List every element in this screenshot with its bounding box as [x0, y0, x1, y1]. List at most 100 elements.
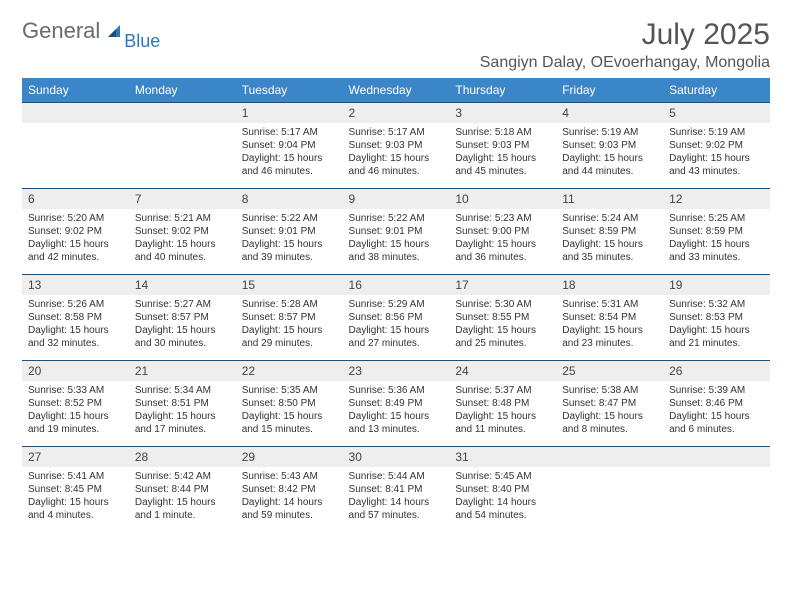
- calendar-day-cell: 25Sunrise: 5:38 AMSunset: 8:47 PMDayligh…: [556, 360, 663, 446]
- day-info-line: Sunset: 9:00 PM: [455, 225, 550, 238]
- day-number: 15: [236, 274, 343, 295]
- day-info-line: Sunrise: 5:34 AM: [135, 384, 230, 397]
- day-number: 23: [343, 360, 450, 381]
- calendar-day-cell: 19Sunrise: 5:32 AMSunset: 8:53 PMDayligh…: [663, 274, 770, 360]
- day-of-week-header: Wednesday: [343, 78, 450, 102]
- calendar-day-cell: 5Sunrise: 5:19 AMSunset: 9:02 PMDaylight…: [663, 102, 770, 188]
- day-info-line: Daylight: 15 hours and 19 minutes.: [28, 410, 123, 436]
- day-info-line: Sunrise: 5:32 AM: [669, 298, 764, 311]
- day-info-line: Sunset: 8:47 PM: [562, 397, 657, 410]
- day-number: .: [556, 446, 663, 467]
- day-of-week-header: Tuesday: [236, 78, 343, 102]
- calendar-day-cell: 2Sunrise: 5:17 AMSunset: 9:03 PMDaylight…: [343, 102, 450, 188]
- day-info-line: Sunset: 8:51 PM: [135, 397, 230, 410]
- day-info-line: Sunrise: 5:21 AM: [135, 212, 230, 225]
- day-number: 3: [449, 102, 556, 123]
- day-body: Sunrise: 5:37 AMSunset: 8:48 PMDaylight:…: [449, 381, 556, 442]
- day-info-line: Sunrise: 5:44 AM: [349, 470, 444, 483]
- calendar-day-cell: 26Sunrise: 5:39 AMSunset: 8:46 PMDayligh…: [663, 360, 770, 446]
- day-info-line: Daylight: 15 hours and 40 minutes.: [135, 238, 230, 264]
- calendar-day-cell: .: [22, 102, 129, 188]
- day-info-line: Sunset: 8:50 PM: [242, 397, 337, 410]
- day-info-line: Daylight: 15 hours and 30 minutes.: [135, 324, 230, 350]
- day-of-week-header: Friday: [556, 78, 663, 102]
- day-info-line: Daylight: 15 hours and 44 minutes.: [562, 152, 657, 178]
- day-info-line: Sunset: 8:59 PM: [669, 225, 764, 238]
- day-info-line: Sunset: 8:46 PM: [669, 397, 764, 410]
- day-info-line: Sunrise: 5:22 AM: [349, 212, 444, 225]
- day-number: 25: [556, 360, 663, 381]
- day-number: 27: [22, 446, 129, 467]
- calendar-day-cell: 22Sunrise: 5:35 AMSunset: 8:50 PMDayligh…: [236, 360, 343, 446]
- calendar-week-row: 27Sunrise: 5:41 AMSunset: 8:45 PMDayligh…: [22, 446, 770, 532]
- day-of-week-header: Monday: [129, 78, 236, 102]
- calendar-day-cell: 11Sunrise: 5:24 AMSunset: 8:59 PMDayligh…: [556, 188, 663, 274]
- day-number: 18: [556, 274, 663, 295]
- calendar-day-cell: 27Sunrise: 5:41 AMSunset: 8:45 PMDayligh…: [22, 446, 129, 532]
- day-info-line: Sunset: 8:42 PM: [242, 483, 337, 496]
- calendar-day-cell: 9Sunrise: 5:22 AMSunset: 9:01 PMDaylight…: [343, 188, 450, 274]
- day-number: 1: [236, 102, 343, 123]
- day-number: 9: [343, 188, 450, 209]
- calendar-day-cell: 16Sunrise: 5:29 AMSunset: 8:56 PMDayligh…: [343, 274, 450, 360]
- day-info-line: Daylight: 15 hours and 8 minutes.: [562, 410, 657, 436]
- calendar-day-cell: 13Sunrise: 5:26 AMSunset: 8:58 PMDayligh…: [22, 274, 129, 360]
- day-number: 17: [449, 274, 556, 295]
- day-number: 16: [343, 274, 450, 295]
- day-info-line: Sunset: 9:03 PM: [349, 139, 444, 152]
- calendar-day-cell: .: [556, 446, 663, 532]
- day-info-line: Sunset: 8:52 PM: [28, 397, 123, 410]
- day-info-line: Sunrise: 5:41 AM: [28, 470, 123, 483]
- day-body: Sunrise: 5:45 AMSunset: 8:40 PMDaylight:…: [449, 467, 556, 528]
- day-body: Sunrise: 5:42 AMSunset: 8:44 PMDaylight:…: [129, 467, 236, 528]
- calendar-week-row: 20Sunrise: 5:33 AMSunset: 8:52 PMDayligh…: [22, 360, 770, 446]
- day-body: Sunrise: 5:39 AMSunset: 8:46 PMDaylight:…: [663, 381, 770, 442]
- day-of-week-header: Thursday: [449, 78, 556, 102]
- day-info-line: Sunrise: 5:39 AM: [669, 384, 764, 397]
- day-info-line: Sunrise: 5:37 AM: [455, 384, 550, 397]
- day-body: Sunrise: 5:43 AMSunset: 8:42 PMDaylight:…: [236, 467, 343, 528]
- month-title: July 2025: [480, 18, 770, 52]
- day-number: 7: [129, 188, 236, 209]
- calendar-day-cell: 10Sunrise: 5:23 AMSunset: 9:00 PMDayligh…: [449, 188, 556, 274]
- day-info-line: Sunrise: 5:29 AM: [349, 298, 444, 311]
- day-of-week-row: SundayMondayTuesdayWednesdayThursdayFrid…: [22, 78, 770, 102]
- calendar-day-cell: 1Sunrise: 5:17 AMSunset: 9:04 PMDaylight…: [236, 102, 343, 188]
- day-info-line: Sunset: 8:53 PM: [669, 311, 764, 324]
- day-body: Sunrise: 5:38 AMSunset: 8:47 PMDaylight:…: [556, 381, 663, 442]
- day-info-line: Daylight: 15 hours and 32 minutes.: [28, 324, 123, 350]
- day-number: 4: [556, 102, 663, 123]
- day-info-line: Sunrise: 5:22 AM: [242, 212, 337, 225]
- day-body: Sunrise: 5:29 AMSunset: 8:56 PMDaylight:…: [343, 295, 450, 356]
- day-info-line: Daylight: 15 hours and 27 minutes.: [349, 324, 444, 350]
- day-info-line: Daylight: 14 hours and 59 minutes.: [242, 496, 337, 522]
- day-of-week-header: Sunday: [22, 78, 129, 102]
- day-info-line: Sunrise: 5:28 AM: [242, 298, 337, 311]
- day-body: Sunrise: 5:41 AMSunset: 8:45 PMDaylight:…: [22, 467, 129, 528]
- day-body: [129, 123, 236, 132]
- day-info-line: Sunrise: 5:30 AM: [455, 298, 550, 311]
- day-info-line: Sunset: 8:41 PM: [349, 483, 444, 496]
- calendar-day-cell: 8Sunrise: 5:22 AMSunset: 9:01 PMDaylight…: [236, 188, 343, 274]
- day-info-line: Daylight: 15 hours and 39 minutes.: [242, 238, 337, 264]
- day-info-line: Sunset: 8:58 PM: [28, 311, 123, 324]
- day-info-line: Daylight: 14 hours and 57 minutes.: [349, 496, 444, 522]
- day-info-line: Sunset: 8:49 PM: [349, 397, 444, 410]
- day-number: 11: [556, 188, 663, 209]
- day-number: .: [129, 102, 236, 123]
- day-info-line: Sunset: 9:04 PM: [242, 139, 337, 152]
- calendar-week-row: 6Sunrise: 5:20 AMSunset: 9:02 PMDaylight…: [22, 188, 770, 274]
- brand-general: General: [22, 18, 100, 44]
- day-info-line: Daylight: 15 hours and 42 minutes.: [28, 238, 123, 264]
- day-number: 31: [449, 446, 556, 467]
- day-body: [556, 467, 663, 476]
- day-body: Sunrise: 5:35 AMSunset: 8:50 PMDaylight:…: [236, 381, 343, 442]
- day-info-line: Sunrise: 5:35 AM: [242, 384, 337, 397]
- calendar-day-cell: 15Sunrise: 5:28 AMSunset: 8:57 PMDayligh…: [236, 274, 343, 360]
- day-info-line: Daylight: 15 hours and 13 minutes.: [349, 410, 444, 436]
- calendar-body: ..1Sunrise: 5:17 AMSunset: 9:04 PMDaylig…: [22, 102, 770, 532]
- day-body: Sunrise: 5:34 AMSunset: 8:51 PMDaylight:…: [129, 381, 236, 442]
- day-body: Sunrise: 5:33 AMSunset: 8:52 PMDaylight:…: [22, 381, 129, 442]
- day-body: Sunrise: 5:23 AMSunset: 9:00 PMDaylight:…: [449, 209, 556, 270]
- day-body: Sunrise: 5:44 AMSunset: 8:41 PMDaylight:…: [343, 467, 450, 528]
